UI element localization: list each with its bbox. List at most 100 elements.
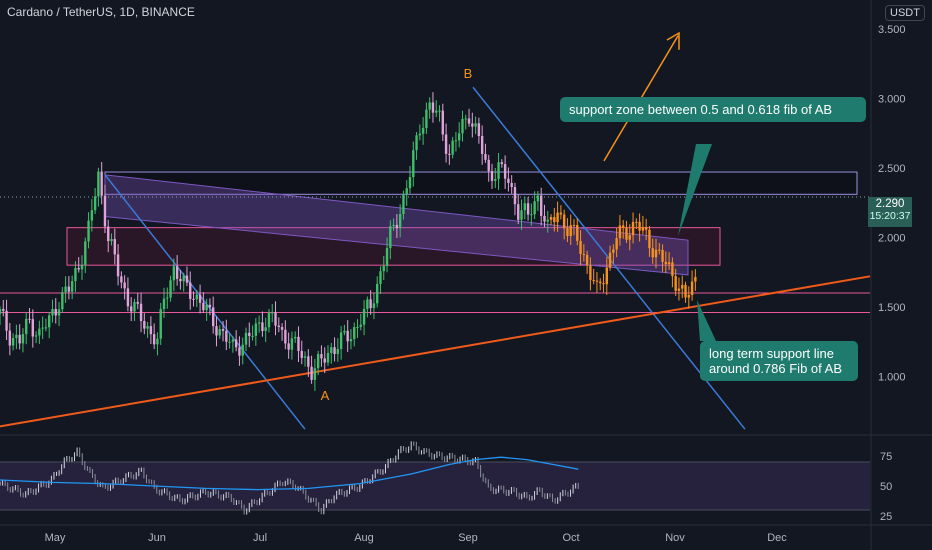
osc-tick-label: 25 xyxy=(880,511,892,523)
candle-body xyxy=(690,281,694,296)
candle-body xyxy=(231,339,235,342)
candle-body xyxy=(228,341,231,343)
long-term-callout-pointer xyxy=(697,300,716,341)
candle-body xyxy=(70,281,74,292)
candle-body xyxy=(61,292,64,310)
candle-body xyxy=(182,275,185,282)
candle-body xyxy=(533,201,536,215)
time-tick-label: Aug xyxy=(354,532,374,544)
candle-body xyxy=(608,252,612,268)
candle-body xyxy=(431,102,435,113)
candle-body xyxy=(605,267,608,285)
candle-body xyxy=(166,297,169,299)
candle-body xyxy=(198,294,202,303)
candle-body xyxy=(5,310,8,331)
candle-body xyxy=(517,204,520,220)
candle-body xyxy=(661,250,664,262)
projection-arrow-head xyxy=(666,31,680,50)
support-zone-callout[interactable]: support zone between 0.5 and 0.618 fib o… xyxy=(560,97,866,122)
candle-body xyxy=(566,228,569,237)
candle-body xyxy=(303,356,307,358)
candle-body xyxy=(21,334,25,344)
candle-body xyxy=(366,299,369,309)
label-a: A xyxy=(321,388,330,403)
candle-body xyxy=(526,203,530,215)
candle-body xyxy=(44,327,48,329)
candle-body xyxy=(34,335,38,337)
candle-body xyxy=(57,309,61,316)
candle-body xyxy=(156,338,159,345)
candle-body xyxy=(553,217,556,223)
candle-body xyxy=(648,229,651,249)
candle-body xyxy=(658,249,661,251)
candles xyxy=(0,92,697,391)
candle-body xyxy=(487,159,490,172)
candle-body xyxy=(536,195,540,202)
candle-body xyxy=(359,324,362,327)
candle-body xyxy=(677,288,681,291)
candle-body xyxy=(330,347,333,353)
candle-body xyxy=(28,318,31,320)
candle-body xyxy=(215,326,218,336)
candle-body xyxy=(139,303,143,322)
candle-body xyxy=(189,282,192,299)
long-term-text-line1: long term support line xyxy=(709,346,835,361)
candle-body xyxy=(579,240,582,255)
osc-band xyxy=(0,462,870,510)
candle-body xyxy=(248,332,251,337)
candle-body xyxy=(356,326,359,328)
candle-body xyxy=(326,352,330,363)
long-term-support-callout[interactable]: long term support line around 0.786 Fib … xyxy=(700,341,858,381)
candle-body xyxy=(185,275,189,283)
candle-body xyxy=(592,280,595,282)
candle-body xyxy=(116,254,120,277)
candle-body xyxy=(467,118,471,124)
candle-body xyxy=(654,249,658,258)
candle-body xyxy=(11,337,15,346)
price-tick-label: 3.000 xyxy=(878,93,906,105)
osc-signal-line xyxy=(0,456,579,491)
candle-body xyxy=(638,221,641,231)
candle-body xyxy=(294,336,297,339)
candle-body xyxy=(379,271,382,284)
candle-body xyxy=(530,214,533,216)
candle-body xyxy=(2,308,5,311)
support-zone-callout-pointer xyxy=(678,144,712,236)
currency-badge[interactable]: USDT xyxy=(885,5,925,21)
candle-body xyxy=(500,162,504,165)
candle-body xyxy=(313,368,317,380)
candle-body xyxy=(372,303,376,309)
time-tick-label: Jun xyxy=(148,532,166,544)
candle-body xyxy=(107,226,110,242)
osc-tick-label: 75 xyxy=(880,451,892,463)
candle-body xyxy=(212,307,215,327)
candle-body xyxy=(667,262,671,265)
candle-body xyxy=(589,265,592,281)
candle-body xyxy=(0,308,2,314)
symbol-title[interactable]: Cardano / TetherUS, 1D, BINANCE xyxy=(7,5,195,19)
candle-body xyxy=(569,225,572,237)
candle-body xyxy=(618,225,622,239)
candle-body xyxy=(628,235,631,240)
candle-body xyxy=(113,239,116,255)
candle-body xyxy=(18,334,21,344)
candle-body xyxy=(402,194,405,214)
candle-body xyxy=(631,221,635,236)
candle-body xyxy=(238,347,241,356)
candle-body xyxy=(428,102,431,110)
candle-body xyxy=(67,286,71,292)
candle-body xyxy=(454,140,458,142)
candle-body xyxy=(343,330,346,333)
candle-body xyxy=(684,284,687,298)
candle-body xyxy=(192,298,195,300)
candle-body xyxy=(48,315,51,328)
time-tick-label: Oct xyxy=(562,532,579,544)
candle-body xyxy=(146,326,149,329)
candle-body xyxy=(123,282,126,289)
candle-body xyxy=(671,262,674,277)
candle-body xyxy=(595,280,599,282)
candle-body xyxy=(100,171,103,196)
candle-body xyxy=(8,330,12,346)
